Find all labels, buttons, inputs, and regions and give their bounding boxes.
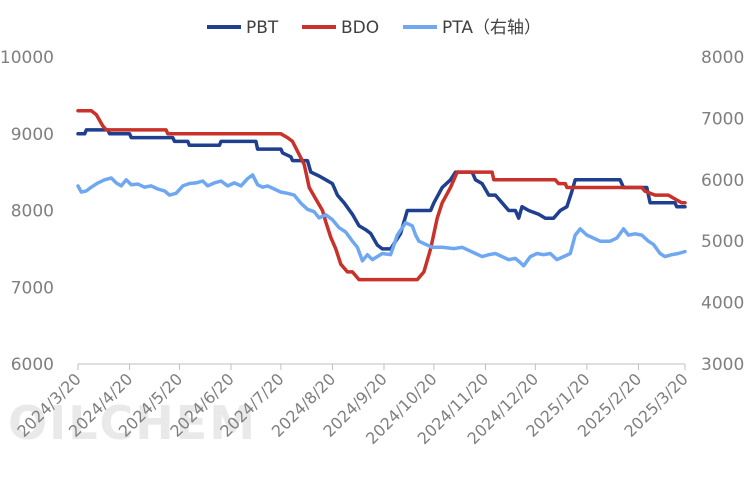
left-axis-tick-label: 6000 [11, 355, 54, 375]
legend-label: PBT [246, 18, 279, 38]
left-axis-tick-label: 8000 [11, 202, 54, 222]
series-line-pbt [76, 128, 687, 251]
right-axis-tick-label: 4000 [701, 294, 744, 314]
right-axis-tick-label: 8000 [701, 48, 744, 68]
legend-label: BDO [341, 18, 379, 38]
left-axis-tick-label: 10000 [0, 48, 54, 68]
right-axis-tick-label: 7000 [701, 109, 744, 129]
series-line-bdo [76, 108, 687, 282]
right-axis-tick-label: 3000 [701, 355, 744, 375]
left-axis-tick-label: 9000 [11, 125, 54, 145]
right-axis-tick-label: 5000 [701, 232, 744, 252]
watermark: OILCHEM [8, 396, 257, 450]
legend-label: PTA（右轴） [442, 18, 541, 38]
left-axis-tick-label: 7000 [11, 278, 54, 298]
right-axis-tick-label: 6000 [701, 171, 744, 191]
series-line-pta [76, 173, 687, 268]
